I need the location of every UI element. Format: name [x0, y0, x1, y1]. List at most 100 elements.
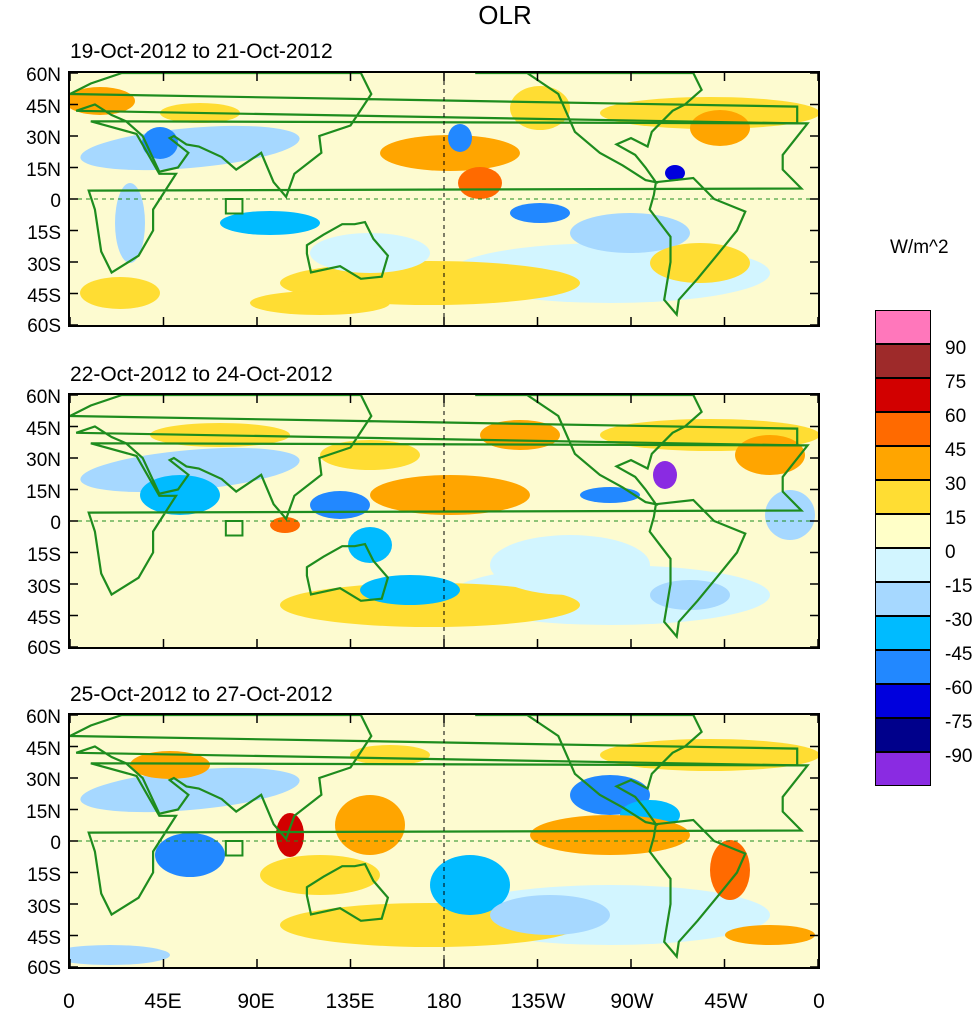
coastline	[87, 442, 810, 597]
lat-label: 60S	[27, 316, 61, 337]
olr-anomaly-patch	[335, 795, 405, 855]
olr-map-panel-2	[68, 393, 820, 649]
olr-anomaly-patch	[310, 491, 370, 519]
olr-anomaly-patch	[348, 527, 392, 563]
olr-anomaly-patch	[480, 420, 560, 450]
olr-anomaly-patch	[765, 490, 815, 540]
olr-anomaly-patch	[260, 855, 380, 895]
lat-label: 0	[50, 191, 61, 212]
olr-anomaly-patch	[350, 745, 430, 765]
colorbar-tick: 60	[945, 406, 967, 427]
olr-anomaly-patch	[448, 124, 472, 152]
coastline	[648, 818, 747, 960]
olr-anomaly-patch	[80, 125, 300, 171]
olr-anomaly-patch	[530, 815, 690, 855]
units-label: W/m^2	[890, 237, 949, 258]
colorbar-swatch	[875, 344, 931, 378]
lat-label: 60S	[27, 638, 61, 659]
lat-label: 45N	[26, 97, 61, 118]
lat-label: 30S	[27, 897, 61, 918]
coastline	[87, 762, 810, 917]
olr-anomaly-patch	[650, 243, 750, 283]
coastline	[475, 395, 703, 506]
colorbar-swatch	[875, 650, 931, 684]
olr-anomaly-patch	[310, 233, 430, 273]
coastline	[305, 220, 390, 280]
coastline	[648, 498, 747, 640]
region-box	[224, 840, 244, 857]
lat-label: 45N	[26, 419, 61, 440]
olr-anomaly-patch	[430, 855, 510, 915]
olr-anomaly-patch	[653, 461, 677, 489]
coastline	[648, 176, 747, 318]
colorbar-swatch	[875, 412, 931, 446]
colorbar-swatch	[875, 480, 931, 514]
olr-anomaly-patch	[80, 277, 160, 309]
olr-anomaly-patch	[320, 440, 420, 470]
lat-label: 45S	[27, 286, 61, 307]
colorbar-tick: -60	[945, 678, 973, 699]
lat-label: 15S	[27, 545, 61, 566]
olr-anomaly-patch	[155, 833, 225, 877]
colorbar-tick: 45	[945, 440, 967, 461]
olr-anomaly-patch	[580, 487, 640, 503]
colorbar-tick: -30	[945, 610, 973, 631]
lon-label: 45W	[704, 990, 748, 1013]
lon-label: 45E	[144, 990, 182, 1013]
olr-anomaly-patch	[725, 925, 815, 945]
olr-anomaly-patch	[665, 165, 685, 181]
chart-title: OLR	[478, 0, 532, 30]
lon-label: 135E	[325, 990, 375, 1013]
lon-label: 135W	[510, 990, 566, 1013]
colorbar-tick: -45	[945, 644, 973, 665]
olr-anomaly-patch	[490, 535, 650, 595]
olr-anomaly-patch	[220, 211, 320, 235]
colorbar-swatch	[875, 310, 931, 344]
lat-label: 0	[50, 513, 61, 534]
coastline	[305, 542, 390, 602]
panel-2-label: 22-Oct-2012 to 24-Oct-2012	[70, 363, 333, 386]
olr-anomaly-patch	[380, 135, 520, 171]
coastline	[70, 73, 799, 200]
olr-anomaly-patch	[250, 291, 390, 315]
colorbar-tick: 30	[945, 474, 967, 495]
coastline	[87, 120, 810, 275]
lat-label: 15N	[26, 160, 61, 181]
lat-label: 30N	[26, 450, 61, 471]
lat-label: 45S	[27, 928, 61, 949]
olr-anomaly-patch	[490, 895, 610, 935]
lat-label: 30S	[27, 577, 61, 598]
lat-label: 60S	[27, 958, 61, 979]
lat-label: 60N	[26, 65, 61, 86]
lat-label: 0	[50, 833, 61, 854]
colorbar-swatch	[875, 548, 931, 582]
coastline	[475, 73, 703, 184]
colorbar-swatch	[875, 752, 931, 786]
lat-label: 15S	[27, 223, 61, 244]
lon-label: 90W	[610, 990, 654, 1013]
olr-anomaly-patch	[130, 751, 210, 779]
olr-anomaly-patch	[370, 475, 530, 515]
olr-anomaly-patch	[70, 945, 170, 965]
olr-anomaly-patch	[735, 435, 805, 475]
colorbar-tick: -90	[945, 746, 973, 767]
colorbar-tick: 75	[945, 372, 967, 393]
olr-anomaly-patch	[650, 580, 730, 610]
olr-anomaly-patch	[115, 183, 145, 263]
olr-anomaly-patch	[710, 840, 750, 900]
olr-anomaly-patch	[80, 767, 300, 813]
colorbar-tick: -75	[945, 712, 973, 733]
colorbar-swatch	[875, 582, 931, 616]
colorbar-swatch	[875, 684, 931, 718]
lat-label: 15N	[26, 482, 61, 503]
olr-map-panel-1	[68, 71, 820, 327]
lat-label: 30S	[27, 255, 61, 276]
lat-label: 15N	[26, 802, 61, 823]
colorbar-tick: 15	[945, 508, 967, 529]
lat-label: 45S	[27, 608, 61, 629]
olr-map-panel-3	[68, 713, 820, 969]
olr-anomaly-patch	[142, 127, 178, 159]
colorbar-tick: 90	[945, 338, 967, 359]
olr-anomaly-patch	[510, 203, 570, 223]
region-box	[224, 198, 244, 215]
